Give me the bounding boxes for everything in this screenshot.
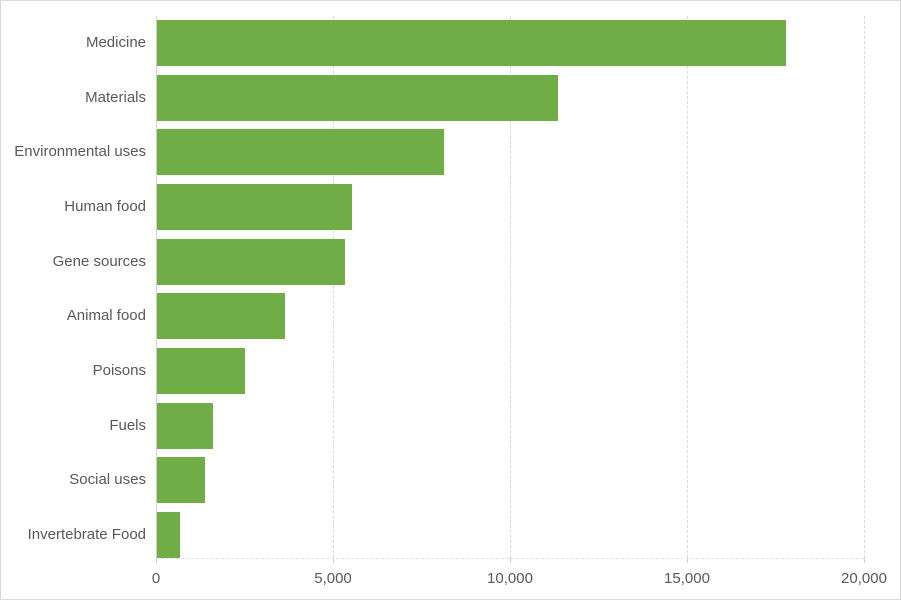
category-label: Invertebrate Food bbox=[27, 526, 146, 544]
bar bbox=[157, 184, 353, 230]
category-label: Materials bbox=[85, 88, 146, 106]
category-label: Environmental uses bbox=[14, 143, 146, 161]
bar bbox=[157, 238, 345, 285]
x-axis-tick bbox=[687, 558, 688, 563]
category-label: Poisons bbox=[92, 362, 146, 380]
x-axis-tick bbox=[510, 558, 511, 563]
category-label: Animal food bbox=[66, 307, 146, 325]
value-axis-line bbox=[156, 558, 864, 559]
category-axis-line bbox=[156, 16, 157, 558]
x-tick-label: 15,000 bbox=[664, 570, 710, 587]
x-tick-label: 20,000 bbox=[841, 570, 887, 587]
x-axis-tick bbox=[864, 558, 865, 563]
bar bbox=[157, 348, 245, 395]
bar bbox=[157, 129, 445, 176]
category-label: Human food bbox=[64, 198, 146, 215]
bar bbox=[157, 457, 205, 504]
bar bbox=[157, 512, 181, 559]
x-axis-tick bbox=[333, 558, 334, 563]
x-tick-label: 5,000 bbox=[314, 570, 352, 587]
gridline bbox=[333, 16, 334, 558]
gridline bbox=[864, 16, 865, 558]
bar bbox=[157, 20, 787, 66]
bar bbox=[157, 74, 559, 121]
gridline bbox=[687, 16, 688, 558]
x-tick-label: 10,000 bbox=[487, 570, 533, 587]
bar bbox=[157, 402, 214, 449]
x-axis-tick bbox=[156, 558, 157, 563]
x-tick-label: 0 bbox=[151, 570, 161, 587]
bar bbox=[157, 293, 286, 340]
category-label: Social uses bbox=[69, 471, 146, 489]
category-label: Medicine bbox=[85, 34, 146, 51]
gridline bbox=[510, 16, 511, 558]
category-label: Gene sources bbox=[52, 252, 146, 270]
category-label: Fuels bbox=[109, 416, 146, 434]
